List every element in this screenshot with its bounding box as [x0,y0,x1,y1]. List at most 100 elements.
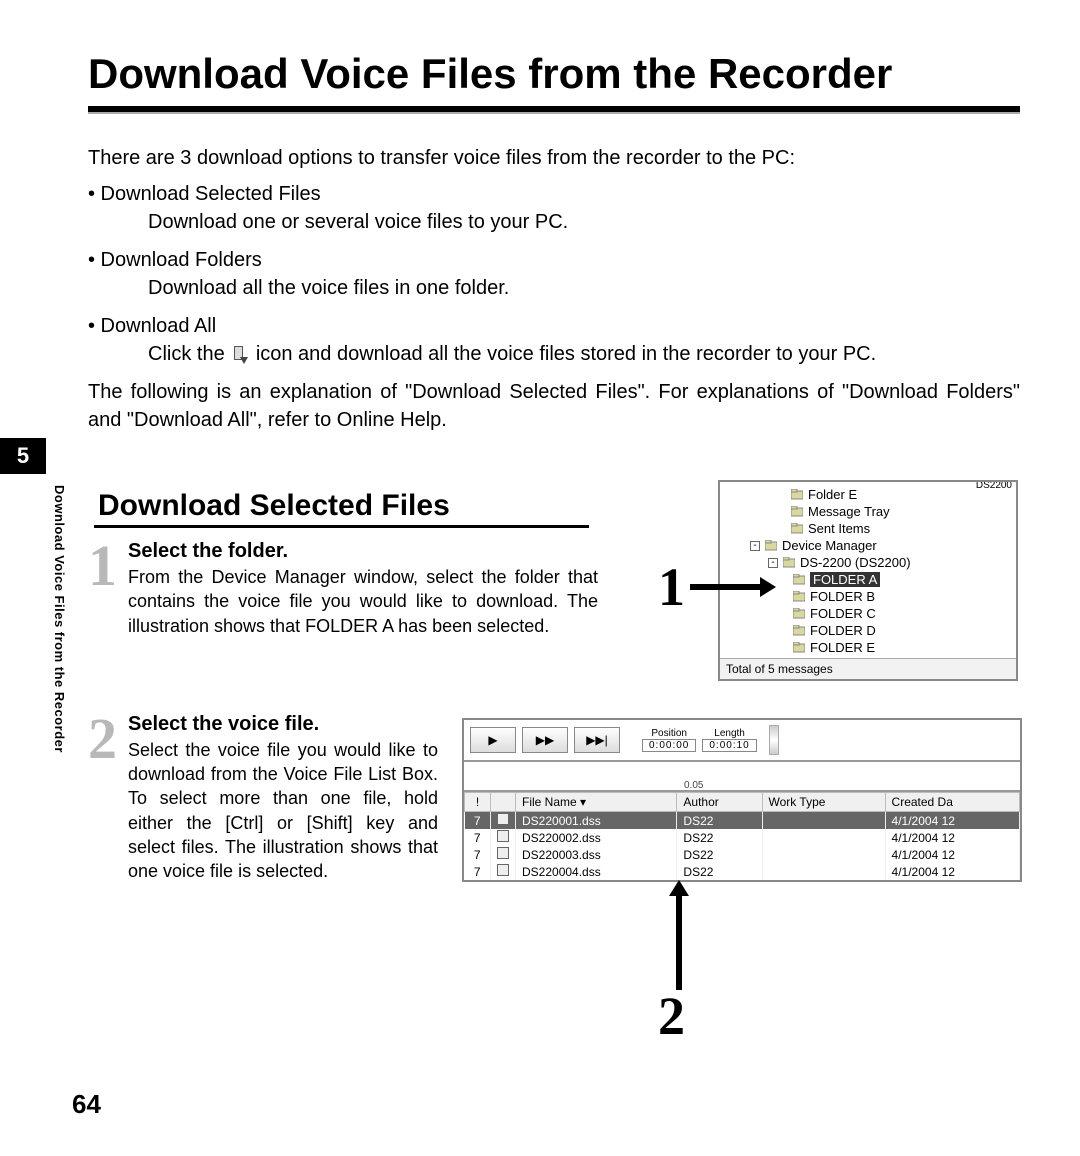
option-2-desc: Download all the voice files in one fold… [88,274,1020,302]
skip-button[interactable]: ▶▶| [574,727,620,753]
table-row[interactable]: 7DS220002.dssDS224/1/2004 12 [465,829,1020,846]
intro-note: The following is an explanation of "Down… [88,378,1020,434]
tree-item[interactable]: - DS-2200 (DS2200) [720,554,1016,571]
tree-item[interactable]: FOLDER E [720,639,1016,656]
column-header[interactable]: Work Type [762,793,885,812]
tree-item[interactable]: Folder E [720,486,1016,503]
page-number: 64 [72,1089,101,1120]
tree-item[interactable]: - Device Manager [720,537,1016,554]
file-icon [497,813,509,825]
column-header[interactable]: File Name ▾ [516,793,677,812]
length-value: 0:00:10 [702,739,756,752]
play-button[interactable]: ▶ [470,727,516,753]
position-value: 0:00:00 [642,739,696,752]
device-icon [764,540,778,552]
date-cell: 4/1/2004 12 [885,846,1019,863]
worktype-cell [762,812,885,830]
tree-item-label: Message Tray [808,504,890,519]
table-row[interactable]: 7 DS220003.dssDS22 4/1/2004 12 [465,846,1020,863]
date-cell: 4/1/2004 12 [885,863,1019,880]
tree-item[interactable]: Sent Items [720,520,1016,537]
priority-cell: 7 [465,829,491,846]
fA-icon [792,574,806,586]
length-label: Length [714,728,745,739]
tree-item[interactable]: FOLDER C [720,605,1016,622]
option-3-prefix: Click the [148,343,230,365]
callout-1: 1 [658,556,685,618]
fE-icon [792,642,806,654]
column-header[interactable]: ! [465,793,491,812]
date-cell: 4/1/2004 12 [885,812,1019,830]
side-running-head: Download Voice Files from the Recorder [52,485,67,753]
section-underline [94,525,589,528]
file-icon-cell [491,846,516,863]
arrow-1 [690,580,776,594]
tree-item-label: Folder E [808,487,857,502]
callout-2: 2 [658,985,685,1047]
column-header[interactable] [491,793,516,812]
arrow-2 [672,880,686,990]
file-icon [497,864,509,876]
table-row-selected[interactable]: 7DS220001.dssDS224/1/2004 12 [465,812,1020,830]
tray-icon [790,506,804,518]
priority-cell: 7 [465,846,491,863]
tree-item-label: Device Manager [782,538,877,553]
step-2-body: Select the voice file you would like to … [128,738,438,884]
partial-item: DS2200 [974,482,1014,491]
tree-item[interactable]: Message Tray [720,503,1016,520]
tree-item-label: Sent Items [808,521,870,536]
intro-lead: There are 3 download options to transfer… [88,144,1020,172]
step-2-number: 2 [88,705,117,772]
file-icon-cell [491,863,516,880]
step-1-number: 1 [88,532,117,599]
download-all-icon [232,346,248,364]
author-cell: DS22 [677,863,762,880]
volume-slider[interactable] [769,725,779,755]
sent-icon [790,523,804,535]
author-cell: DS22 [677,846,762,863]
worktype-cell [762,846,885,863]
filename-cell: DS220003.dss [516,846,677,863]
author-cell: DS22 [677,829,762,846]
file-icon-cell [491,812,516,830]
option-3-name: • Download All [88,312,1020,340]
chapter-badge: 5 [0,438,46,474]
fD-icon [792,625,806,637]
option-2-name: • Download Folders [88,246,1020,274]
file-icon [497,830,509,842]
tree-item-label: FOLDER D [810,623,876,638]
tree-expand-icon[interactable]: - [750,541,760,551]
file-table: !File Name ▾AuthorWork TypeCreated Da 7D… [464,792,1020,880]
intro-block: There are 3 download options to transfer… [0,144,1080,434]
column-header[interactable]: Created Da [885,793,1019,812]
fB-icon [792,591,806,603]
option-1-name: • Download Selected Files [88,180,1020,208]
fast-forward-button[interactable]: ▶▶ [522,727,568,753]
position-label: Position [651,728,687,739]
fC-icon [792,608,806,620]
folder-tree: DS2200 Folder EMessage TraySent Items-De… [720,482,1016,658]
column-header[interactable]: Author [677,793,762,812]
option-1-desc: Download one or several voice files to y… [88,208,1020,236]
worktype-cell [762,863,885,880]
option-3-suffix: icon and download all the voice files st… [256,343,876,365]
screenshot-file-list: ▶ ▶▶ ▶▶| Position 0:00:00 Length 0:00:10… [462,718,1022,882]
option-3-desc: Click the icon and download all the voic… [88,340,1020,368]
page-title: Download Voice Files from the Recorder [0,0,1080,106]
status-bar: Total of 5 messages [720,658,1016,679]
worktype-cell [762,829,885,846]
tree-item-label: DS-2200 (DS2200) [800,555,911,570]
tree-item[interactable]: FOLDER D [720,622,1016,639]
length-readout: Length 0:00:10 [702,728,756,752]
timeline-ruler: 0.05 [464,762,1020,792]
filename-cell: DS220002.dss [516,829,677,846]
tree-expand-icon[interactable]: - [768,558,778,568]
folder-icon [790,489,804,501]
priority-cell: 7 [465,812,491,830]
tree-item-label: FOLDER B [810,589,875,604]
priority-cell: 7 [465,863,491,880]
step-1-body: From the Device Manager window, select t… [128,565,598,638]
step-1-title: Select the folder. [128,540,598,563]
ruler-tick: 0.05 [684,780,703,791]
table-row[interactable]: 7DS220004.dssDS224/1/2004 12 [465,863,1020,880]
